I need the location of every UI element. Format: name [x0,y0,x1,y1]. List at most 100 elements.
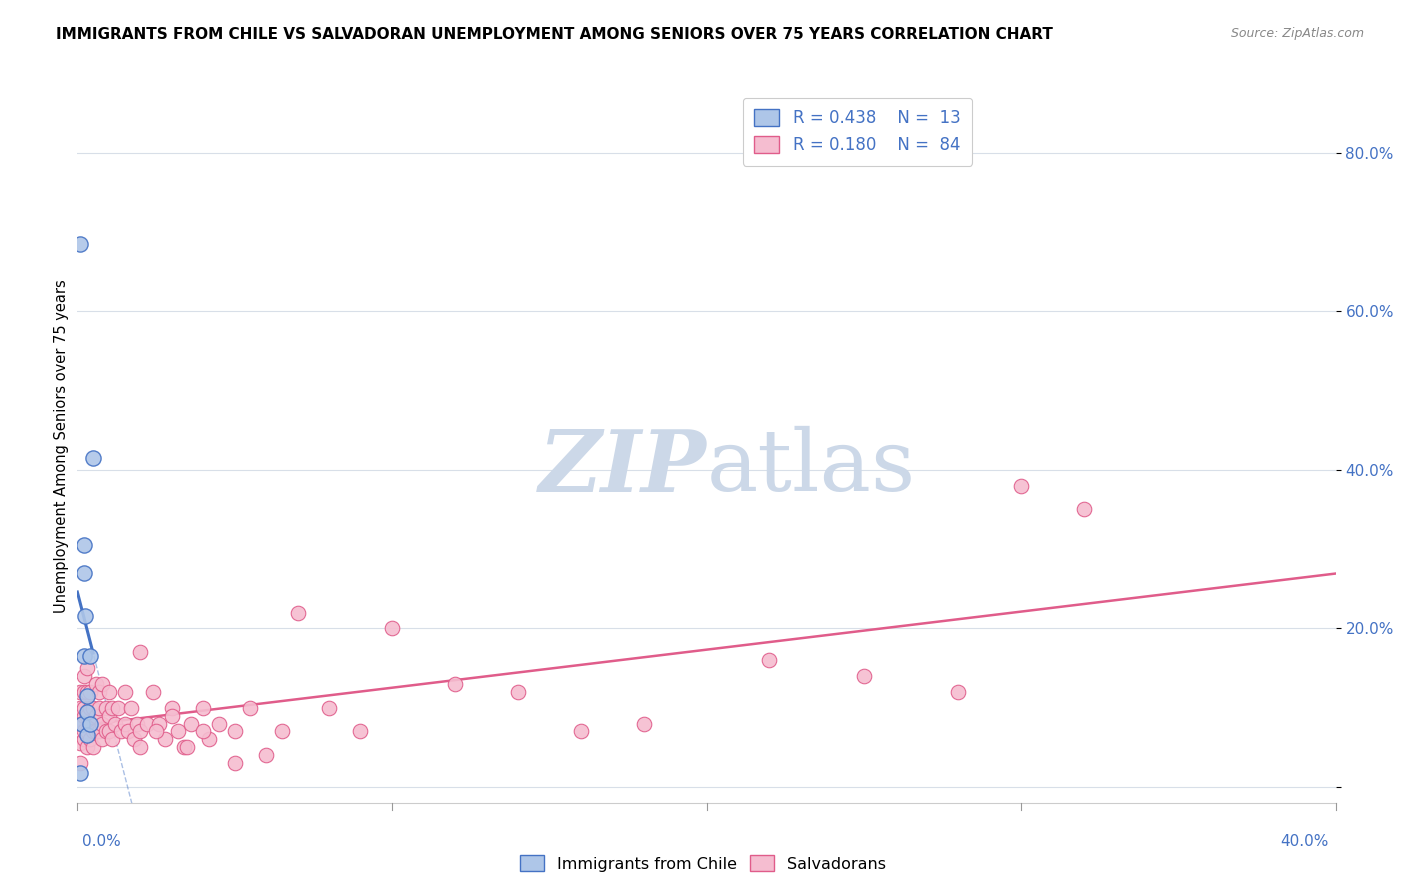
Point [70,716,93,731]
Text: 40.0%: 40.0% [1281,834,1329,849]
Point [239,700,262,714]
Point [72,700,94,714]
Point [101,700,124,714]
Point [79,716,101,731]
Point [176,740,198,755]
Point [758,653,780,667]
Point [72,724,94,739]
Point [101,732,124,747]
Point [75,609,97,624]
Point [91,716,114,731]
Legend: Immigrants from Chile, Salvadorans: Immigrants from Chile, Salvadorans [512,847,894,880]
Point [97,708,120,723]
Point [91,677,114,691]
Point [114,716,136,731]
Point [349,724,371,739]
Point [155,732,177,747]
Text: atlas: atlas [707,425,915,509]
Point [208,716,231,731]
Point [145,724,167,739]
Point [224,724,246,739]
Point [76,705,98,719]
Text: Source: ZipAtlas.com: Source: ZipAtlas.com [1230,27,1364,40]
Point [69,765,91,780]
Point [569,724,592,739]
Point [120,700,142,714]
Point [444,677,467,691]
Point [69,236,91,251]
Point [180,716,202,731]
Point [142,685,165,699]
Point [76,685,98,699]
Point [287,606,309,620]
Point [76,689,98,703]
Point [69,736,91,750]
Point [633,716,655,731]
Text: 0.0%: 0.0% [82,834,121,849]
Point [148,716,170,731]
Point [79,700,101,714]
Text: ZIP: ZIP [538,425,707,509]
Point [72,649,94,664]
Point [107,700,129,714]
Point [82,740,104,755]
Point [72,669,94,683]
Point [97,685,120,699]
Point [82,700,104,714]
Point [224,756,246,771]
Point [94,724,117,739]
Point [76,661,98,675]
Point [72,685,94,699]
Point [381,621,404,635]
Point [852,669,875,683]
Point [167,724,190,739]
Point [191,724,215,739]
Point [69,716,91,731]
Point [270,724,292,739]
Point [76,724,98,739]
Point [129,645,152,659]
Point [79,732,101,747]
Point [948,685,970,699]
Point [76,740,98,755]
Legend: R = 0.438    N =  13, R = 0.180    N =  84: R = 0.438 N = 13, R = 0.180 N = 84 [742,97,972,166]
Point [69,685,91,699]
Point [69,700,91,714]
Point [198,732,221,747]
Point [89,724,111,739]
Point [72,538,94,552]
Point [117,724,139,739]
Point [79,649,101,664]
Point [122,732,145,747]
Point [82,450,104,465]
Point [135,716,157,731]
Point [91,732,114,747]
Point [97,724,120,739]
Point [1010,478,1032,492]
Point [160,700,183,714]
Point [76,708,98,723]
Point [84,708,107,723]
Point [318,700,340,714]
Point [506,685,529,699]
Point [69,756,91,771]
Point [110,724,132,739]
Point [129,724,152,739]
Point [114,685,136,699]
Point [82,724,104,739]
Point [79,685,101,699]
Point [129,740,152,755]
Point [76,728,98,742]
Point [84,724,107,739]
Point [160,708,183,723]
Point [191,700,215,714]
Point [72,732,94,747]
Point [173,740,195,755]
Point [72,566,94,580]
Point [127,716,149,731]
Point [104,716,127,731]
Text: IMMIGRANTS FROM CHILE VS SALVADORAN UNEMPLOYMENT AMONG SENIORS OVER 75 YEARS COR: IMMIGRANTS FROM CHILE VS SALVADORAN UNEM… [56,27,1053,42]
Point [1073,502,1095,516]
Point [94,700,117,714]
Point [72,708,94,723]
